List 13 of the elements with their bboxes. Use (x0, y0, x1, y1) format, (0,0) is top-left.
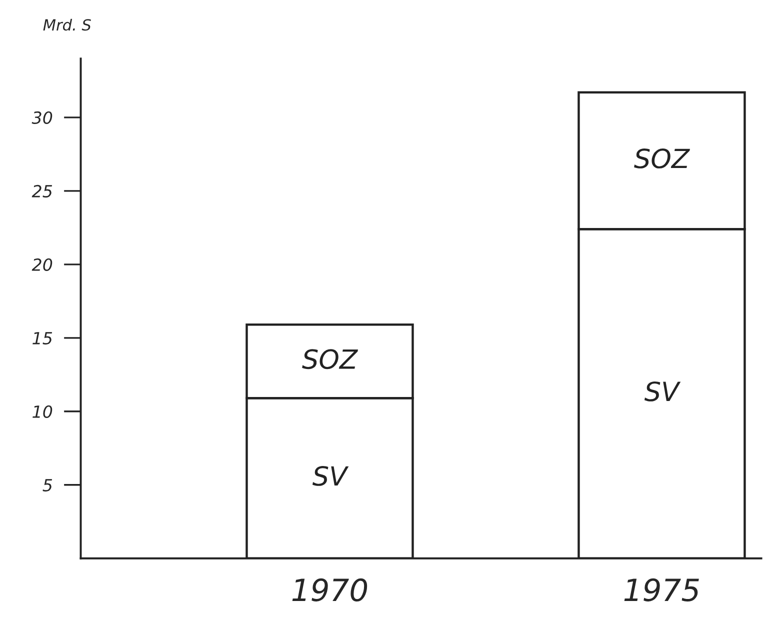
y-tick-label: 20 (32, 258, 52, 271)
y-tick-label: 25 (32, 184, 52, 198)
y-axis-title: Mrd. S (43, 18, 91, 31)
series-label: SV (644, 381, 681, 402)
text: SV (312, 466, 349, 486)
x-tick-label: 1975 (624, 578, 699, 602)
y-tick-label: 15 (32, 332, 52, 344)
text: SOZ (634, 148, 690, 168)
y-tick-label: 5 (42, 479, 52, 492)
x-tick-label: 1970 (292, 578, 368, 602)
y-tick-label: 30 (32, 111, 52, 124)
y-tick-label: 10 (32, 405, 52, 418)
series-label: SOZ (302, 349, 358, 370)
